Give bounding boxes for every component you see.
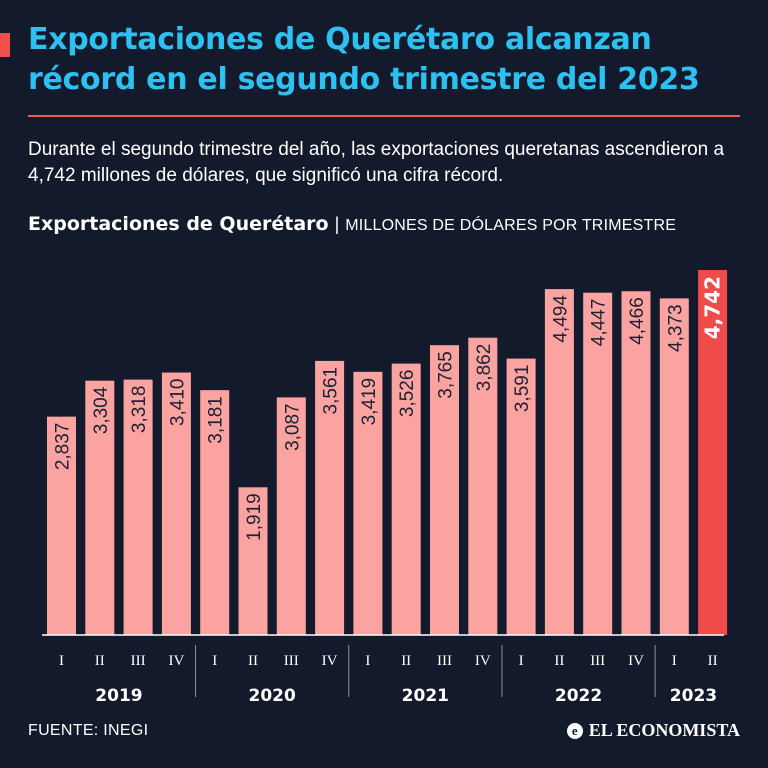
year-label-2023: 2023 (670, 686, 717, 706)
bar-value-label-6: 1,919 (244, 493, 265, 541)
x-tick-label-16: IV (628, 653, 644, 669)
bar-13 (506, 358, 536, 635)
page-title: Exportaciones de Querétaro alcanzan réco… (28, 22, 700, 97)
bar-8 (315, 360, 345, 635)
bar-value-label-9: 3,419 (359, 378, 380, 426)
bar-value-label-5: 3,181 (206, 396, 227, 444)
chart-title: Exportaciones de Querétaro (28, 213, 329, 235)
bar-9 (353, 371, 383, 635)
x-tick-label-2: II (95, 653, 105, 669)
x-tick-label-18: II (708, 653, 718, 669)
bar-value-label-17: 4,373 (665, 304, 686, 352)
bar-3 (123, 379, 153, 635)
x-tick-label-1: I (59, 653, 64, 669)
bar-17 (659, 298, 689, 635)
brand-logo: e EL ECONOMISTA (566, 720, 740, 741)
chart-header: Exportaciones de Querétaro | MILLONES DE D… (28, 213, 758, 235)
bar-1 (47, 416, 76, 635)
x-tick-label-13: I (519, 653, 524, 669)
brand-name: EL ECONOMISTA (588, 720, 740, 740)
bar-16 (621, 291, 651, 635)
x-tick-label-6: II (248, 653, 258, 669)
bar-18 (698, 270, 728, 635)
bar-value-label-4: 3,410 (167, 379, 188, 427)
title-divider (28, 115, 740, 117)
bar-5 (200, 390, 230, 635)
bar-value-label-13: 3,591 (512, 365, 533, 413)
bar-value-label-2: 3,304 (91, 386, 112, 434)
bar-value-label-3: 3,318 (129, 386, 150, 434)
x-tick-label-17: I (672, 653, 677, 669)
x-tick-label-7: III (284, 653, 299, 669)
source-note: FUENTE: INEGI (28, 722, 149, 739)
subtitle: Durante el segundo trimestre del año, la… (28, 139, 725, 186)
bar-14 (544, 289, 574, 635)
year-label-2020: 2020 (248, 686, 295, 706)
x-tick-label-8: IV (322, 653, 338, 669)
x-tick-label-14: II (554, 653, 564, 669)
x-tick-label-11: III (437, 653, 452, 669)
bar-value-label-7: 3,087 (282, 403, 303, 451)
chart-unit-label: MILLONES DE DÓLARES POR TRIMESTRE (345, 217, 677, 234)
bar-10 (391, 363, 421, 635)
bar-15 (583, 292, 613, 635)
x-tick-label-5: I (212, 653, 217, 669)
bar-value-label-11: 3,765 (436, 351, 457, 399)
title-accent-bar (0, 33, 10, 57)
bar-7 (276, 397, 306, 635)
el-economista-logo-icon: e (566, 722, 583, 739)
bar-value-label-10: 3,526 (397, 370, 418, 418)
bar-11 (430, 345, 459, 635)
bar-value-label-8: 3,561 (321, 367, 342, 415)
x-tick-label-9: I (365, 653, 370, 669)
x-tick-label-15: III (590, 653, 605, 669)
bar-12 (468, 337, 498, 635)
bar-value-label-1: 2,837 (53, 423, 74, 471)
bar-value-label-18: 4,742 (701, 276, 725, 339)
year-label-2019: 2019 (95, 686, 142, 706)
x-tick-label-4: IV (168, 653, 184, 669)
chart-header-separator: | (334, 214, 340, 234)
x-tick-label-3: III (131, 653, 146, 669)
bar-value-label-15: 4,447 (589, 299, 610, 347)
bar-6 (238, 487, 268, 635)
bar-2 (85, 380, 115, 635)
year-label-2022: 2022 (555, 686, 602, 706)
bar-chart: 2,837 3,304 3,318 3,410 3,181 1,919 3,087 3,561… (42, 270, 728, 706)
x-tick-label-12: IV (475, 653, 491, 669)
bar-value-label-16: 4,466 (627, 297, 648, 345)
bar-value-label-14: 4,494 (550, 295, 571, 343)
bar-value-label-12: 3,862 (474, 344, 495, 392)
x-tick-label-10: II (401, 653, 411, 669)
year-label-2021: 2021 (402, 686, 449, 706)
bar-4 (161, 372, 191, 635)
